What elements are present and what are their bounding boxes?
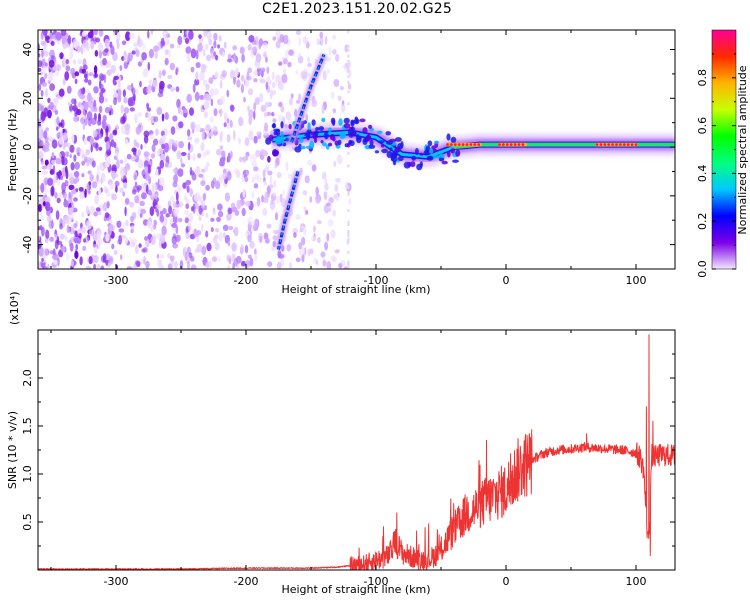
colorbar-tick-label: 0.0 [696,260,709,278]
snr-ytick-label: 1.5 [21,417,34,435]
spectrogram-ytick-label: -20 [21,187,34,205]
snr-ytick-label: 0.5 [21,513,34,531]
colorbar-label: Normalized spectral amplitude [736,65,749,234]
colorbar-tick-label: 0.2 [696,212,709,230]
colorbar-gradient [711,29,737,270]
colorbar-tick-label: 0.6 [696,117,709,135]
snr-xtick-label: -200 [234,575,259,588]
spectrogram-xtick-label: 0 [503,274,510,287]
spectrogram-frame [37,29,676,270]
spectrogram-peaks [445,142,638,147]
snr-xtick-label: -300 [104,575,129,588]
spectrogram-ytick-label: -40 [21,236,34,254]
colorbar-ticks: 0.0 0.2 0.4 0.6 0.8 [696,53,736,278]
snr-xtick-label: 0 [503,575,510,588]
spectrogram-xtick-label: -100 [364,274,389,287]
spectrogram-ytick-label: 0 [21,144,34,151]
spectrogram-xtick-label: -200 [234,274,259,287]
snr-xtick-label: -100 [364,575,389,588]
snr-panel: -300 -200 -100 0 100 0.5 1.0 1.5 2.0 Height of s… [6,292,676,596]
snr-xlabel: Height of straight line (km) [281,583,430,596]
spectrogram-ytick-label: 40 [21,43,34,57]
spectrogram-xtick-label: -300 [104,274,129,287]
spectrogram-content [38,30,675,269]
colorbar-tick-label: 0.4 [696,165,709,183]
spectrogram-xlabel: Height of straight line (km) [281,283,430,296]
spectrogram-ytick-label: 20 [21,91,34,105]
snr-ylabel: SNR (10 * v/v) [6,411,19,489]
chart-title: C2E1.2023.151.20.02.G25 [262,1,452,17]
spectrogram-xtick-label: 100 [626,274,647,287]
snr-xtick-label: 100 [626,575,647,588]
snr-ytick-label: 2.0 [21,369,34,387]
colorbar: 0.0 0.2 0.4 0.6 0.8 Normalized spectral ampl… [696,29,749,278]
colorbar-tick-label: 0.8 [696,69,709,87]
snr-ytick-label: 1.0 [21,465,34,483]
spectrogram-streaks [275,53,328,251]
spectrogram-noise [38,30,352,269]
spectrogram-ylabel: Frequency (Hz) [6,109,19,192]
snr-scale-note: (x10⁴) [8,292,21,326]
snr-ticks: -300 -200 -100 0 100 0.5 1.0 1.5 2.0 [21,330,675,588]
